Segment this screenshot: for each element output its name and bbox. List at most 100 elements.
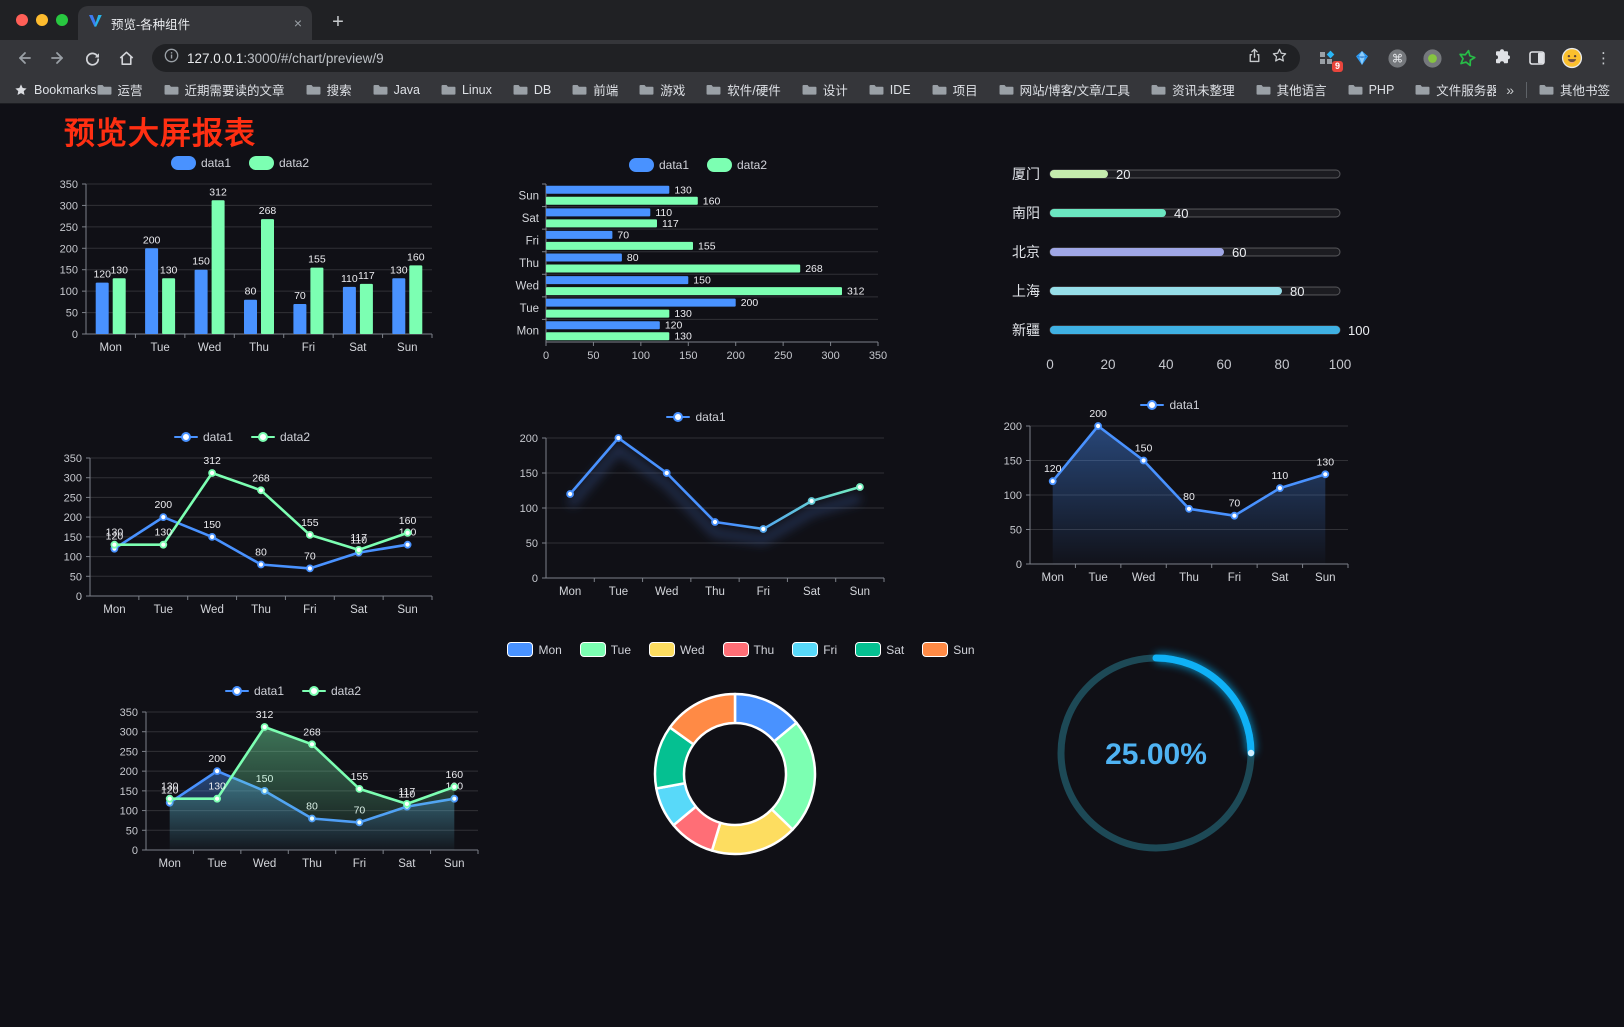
svg-text:110: 110 — [398, 789, 415, 801]
url-bar[interactable]: 127.0.0.1:3000/#/chart/preview/9 — [152, 44, 1300, 72]
svg-text:110: 110 — [1271, 470, 1288, 482]
svg-text:250: 250 — [120, 746, 138, 758]
other-bookmarks-item[interactable]: 其他书签 — [1539, 80, 1610, 99]
legend-item-Tue[interactable]: Tue — [579, 642, 631, 657]
bookmarks-bar: Bookmarks 运营 近期需要读的文章 搜索 Java Linux DB 前端 游戏 软件/… — [0, 76, 1624, 104]
profile-avatar[interactable] — [1561, 47, 1583, 69]
bookmark-folder[interactable]: 软件/硬件 — [706, 80, 781, 99]
bookmark-folder[interactable]: DB — [513, 83, 551, 97]
svg-text:Sat: Sat — [803, 586, 821, 598]
bookmark-folder[interactable]: Linux — [441, 83, 492, 97]
bookmark-folder[interactable]: 近期需要读的文章 — [164, 80, 285, 99]
svg-text:Fri: Fri — [757, 586, 770, 598]
close-window-icon[interactable] — [16, 14, 28, 26]
window-controls — [16, 14, 68, 26]
extension-star-icon[interactable] — [1456, 47, 1478, 69]
svg-text:130: 130 — [208, 781, 226, 793]
maximize-window-icon[interactable] — [56, 14, 68, 26]
browser-menu-icon[interactable]: ⋮ — [1596, 50, 1611, 67]
site-info-icon[interactable] — [164, 48, 179, 68]
svg-text:155: 155 — [351, 771, 369, 783]
legend-item-Sat[interactable]: Sat — [855, 642, 904, 657]
svg-text:100: 100 — [1004, 490, 1022, 502]
chart-region-progress[interactable]: 厦门 20 南阳 40 北京 60 上海 80 新疆 100 0 20 40 60 80 100 — [996, 156, 1376, 388]
legend-item-data1[interactable]: data1 — [173, 430, 233, 444]
bookmark-folder[interactable]: PHP — [1348, 83, 1394, 97]
bookmarks-overflow-icon[interactable]: » — [1506, 81, 1514, 98]
svg-text:Sat: Sat — [350, 604, 368, 616]
browser-toolbar: 127.0.0.1:3000/#/chart/preview/9 9 ⌘ — [0, 40, 1624, 76]
share-icon[interactable] — [1246, 47, 1263, 69]
bookmark-folder[interactable]: 其他语言 — [1256, 80, 1327, 99]
svg-text:Thu: Thu — [519, 258, 539, 270]
svg-text:Thu: Thu — [302, 858, 322, 870]
svg-text:20: 20 — [1100, 357, 1115, 372]
legend-item-data1[interactable]: data1 — [224, 684, 284, 698]
bookmark-folder[interactable]: Java — [373, 83, 420, 97]
extension-command-icon[interactable]: ⌘ — [1386, 47, 1408, 69]
legend-item-data1[interactable]: data1 — [666, 410, 726, 424]
minimize-window-icon[interactable] — [36, 14, 48, 26]
svg-text:80: 80 — [245, 286, 257, 298]
svg-text:Sun: Sun — [850, 586, 870, 598]
svg-text:130: 130 — [161, 781, 179, 793]
svg-text:160: 160 — [407, 251, 425, 263]
svg-text:Mon: Mon — [100, 342, 122, 354]
chart-line-area[interactable]: data1 0 50 100 150 200 Mon Tue Wed Thu Fri Sat Sun 12… — [984, 390, 1356, 604]
extensions-puzzle-icon[interactable] — [1491, 47, 1513, 69]
svg-text:70: 70 — [1229, 498, 1241, 510]
legend-item-data2[interactable]: data2 — [249, 156, 309, 170]
svg-text:Wed: Wed — [1132, 572, 1155, 584]
legend-item-Sun[interactable]: Sun — [922, 642, 975, 657]
side-panel-icon[interactable] — [1526, 47, 1548, 69]
bookmark-folder[interactable]: 网站/博客/文章/工具 — [999, 80, 1130, 99]
extension-record-icon[interactable] — [1421, 47, 1443, 69]
bookmark-folder[interactable]: 文件服务器 — [1415, 80, 1496, 99]
tab-close-icon[interactable]: × — [293, 15, 302, 31]
extension-gem-icon[interactable] — [1351, 47, 1373, 69]
bookmark-folder[interactable]: 前端 — [572, 80, 618, 99]
legend-item-Mon[interactable]: Mon — [507, 642, 562, 657]
svg-text:Sun: Sun — [397, 342, 417, 354]
chart-line-two-series[interactable]: data1 data2 0 50 100 150 200 250 300 350 Mon Tue Wed… — [44, 422, 440, 636]
legend-item-data1[interactable]: data1 — [628, 158, 689, 172]
chart-donut[interactable]: Mon Tue Wed Thu Fri Sat Sun — [507, 634, 975, 892]
forward-icon[interactable] — [44, 44, 72, 72]
svg-text:100: 100 — [520, 503, 538, 515]
back-icon[interactable] — [10, 44, 38, 72]
browser-tab[interactable]: 预览-各种组件 × — [78, 6, 312, 40]
bookmark-folder[interactable]: 运营 — [97, 80, 143, 99]
legend-item-Fri[interactable]: Fri — [792, 642, 837, 657]
legend-item-Wed[interactable]: Wed — [649, 642, 705, 657]
chart-grouped-bar[interactable]: data1 data2 0 50 100 150 200 250 300 350 Mon Tue Wed… — [40, 148, 440, 360]
legend-item-data2[interactable]: data2 — [251, 430, 310, 444]
bookmarks-manager-item[interactable]: Bookmarks — [14, 83, 97, 97]
new-tab-button[interactable]: + — [332, 10, 344, 33]
legend-item-data1[interactable]: data1 — [1140, 398, 1200, 412]
legend-item-data1[interactable]: data1 — [170, 156, 231, 170]
svg-text:Sun: Sun — [1315, 572, 1335, 584]
bookmark-folder[interactable]: 项目 — [932, 80, 978, 99]
bookmark-folder[interactable]: 设计 — [802, 80, 848, 99]
home-icon[interactable] — [112, 44, 140, 72]
svg-text:0: 0 — [132, 845, 138, 857]
svg-text:200: 200 — [520, 433, 538, 445]
legend-item-data2[interactable]: data2 — [707, 158, 767, 172]
chart-grouped-bar-horizontal[interactable]: data1 data2 0 50 100 150 200 250 300 350 Sun 130 160… — [502, 150, 894, 368]
bookmark-folder[interactable]: 资讯未整理 — [1151, 80, 1235, 99]
bookmark-folder[interactable]: 搜索 — [306, 80, 352, 99]
bookmark-star-icon[interactable] — [1271, 47, 1288, 69]
chart-gauge[interactable]: 25.00% — [1036, 630, 1276, 876]
chart-line-gradient[interactable]: data1 0 50 100 150 200 Mon Tue Wed Thu Fri Sat Sun — [500, 402, 892, 618]
chart-legend: data1 data2 — [40, 156, 440, 170]
svg-text:0: 0 — [72, 329, 78, 341]
bookmark-folder[interactable]: IDE — [869, 83, 911, 97]
legend-item-data2[interactable]: data2 — [302, 684, 361, 698]
legend-item-Thu[interactable]: Thu — [722, 642, 774, 657]
reload-icon[interactable] — [78, 44, 106, 72]
svg-text:150: 150 — [520, 468, 538, 480]
bookmark-folder[interactable]: 游戏 — [639, 80, 685, 99]
chart-line-area-two[interactable]: data1 data2 0 50 100 150 200 250 300 350 Mon Tue Wed… — [100, 676, 486, 890]
extension-blocks-icon[interactable]: 9 — [1316, 47, 1343, 72]
